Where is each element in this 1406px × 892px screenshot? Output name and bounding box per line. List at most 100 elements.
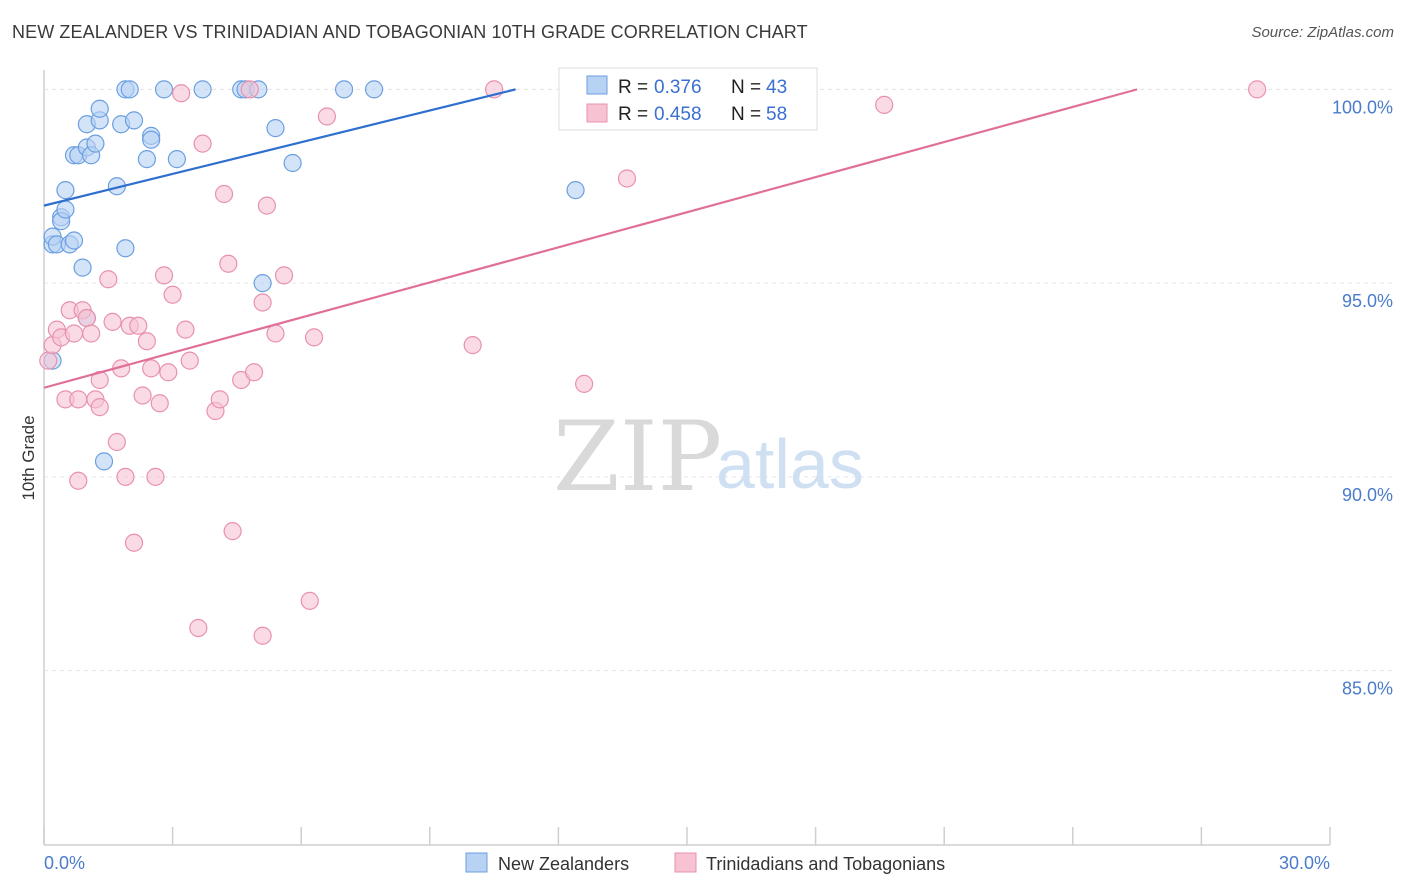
data-point: [163, 285, 182, 304]
data-point: [120, 80, 139, 99]
watermark-atlas: atlas: [716, 425, 864, 503]
data-point: [266, 119, 285, 138]
data-point: [193, 80, 212, 99]
data-point: [124, 111, 144, 130]
data-point: [219, 254, 238, 273]
source-credit: Source: ZipAtlas.com: [1251, 24, 1394, 41]
chart-title: NEW ZEALANDER VS TRINIDADIAN AND TOBAGON…: [12, 22, 808, 42]
legend: R = 0.376 N = 43 R = 0.458 N = 58: [558, 67, 818, 131]
legend-n-label-pink: N =: [731, 104, 761, 125]
data-point: [1248, 80, 1267, 99]
data-point: [300, 591, 319, 610]
data-point: [240, 80, 259, 99]
legend-n-value-blue: 43: [766, 77, 787, 98]
watermark-zip: ZIP: [553, 401, 722, 513]
data-point: [172, 84, 191, 103]
data-point: [39, 351, 58, 370]
data-point: [317, 107, 337, 126]
y-tick-label: 95.0%: [1342, 291, 1393, 311]
data-point: [129, 316, 148, 335]
legend-swatch-blue: [586, 75, 608, 95]
data-point: [189, 618, 208, 638]
legend-r-value-pink: 0.458: [654, 104, 702, 125]
data-point: [142, 130, 161, 149]
data-point: [77, 308, 96, 328]
data-point: [90, 398, 109, 417]
bottom-legend-swatch-pink: [674, 852, 697, 873]
data-point: [154, 266, 174, 285]
legend-r-value-blue: 0.376: [654, 77, 702, 98]
data-point: [304, 328, 324, 347]
watermark: ZIP atlas: [553, 401, 864, 513]
data-point: [137, 332, 156, 351]
data-point: [73, 258, 92, 277]
y-tick-label: 85.0%: [1342, 679, 1393, 699]
data-point: [253, 274, 272, 293]
data-point: [150, 394, 169, 413]
data-point: [99, 270, 118, 289]
data-point: [82, 324, 101, 343]
data-point: [875, 95, 894, 114]
data-point: [575, 374, 594, 393]
legend-n-value-pink: 58: [766, 104, 787, 125]
data-point: [167, 150, 186, 169]
y-tick-label: 100.0%: [1332, 97, 1393, 117]
data-point: [124, 533, 144, 552]
data-point: [137, 150, 156, 169]
legend-r-label-blue: R =: [618, 77, 648, 98]
data-point: [133, 386, 152, 405]
data-point: [463, 336, 482, 355]
data-point: [176, 320, 195, 339]
data-point: [223, 522, 242, 541]
bottom-legend-label-trinidadians: Trinidadians and Tobagonians: [706, 854, 945, 874]
y-tick-label: 90.0%: [1342, 485, 1393, 505]
data-point: [253, 293, 272, 312]
data-point: [180, 351, 199, 370]
legend-n-label-blue: N =: [731, 77, 761, 98]
data-point: [116, 467, 135, 486]
data-point: [103, 312, 122, 331]
data-point: [253, 626, 272, 645]
data-point: [90, 99, 109, 118]
data-point: [94, 452, 114, 471]
data-point: [146, 467, 165, 486]
data-point: [159, 363, 178, 382]
trend-line: [43, 88, 1138, 389]
data-point: [142, 359, 161, 378]
legend-swatch-pink: [586, 103, 608, 123]
data-point: [364, 80, 384, 99]
data-point: [283, 153, 302, 173]
data-point: [86, 134, 105, 153]
data-point: [69, 471, 88, 490]
data-point: [244, 363, 264, 382]
y-axis-tick-labels: 85.0% 90.0% 95.0% 100.0%: [1332, 97, 1393, 698]
series-trinidadians-points: [39, 80, 1267, 645]
data-point: [274, 266, 294, 285]
data-point: [210, 390, 229, 409]
data-point: [193, 134, 212, 153]
data-point: [266, 324, 285, 343]
data-point: [56, 200, 75, 219]
data-point: [257, 196, 277, 215]
legend-r-label-pink: R =: [618, 104, 648, 125]
trend-lines: [43, 88, 1138, 389]
x-tick-label-min: 0.0%: [44, 853, 85, 873]
bottom-legend: New Zealanders Trinidadians and Tobagoni…: [465, 852, 945, 874]
x-tick-label-max: 30.0%: [1279, 853, 1330, 873]
x-axis-ticks: [43, 827, 1331, 845]
data-point: [334, 80, 354, 99]
data-point: [154, 80, 174, 99]
bottom-legend-label-new-zealanders: New Zealanders: [498, 854, 629, 874]
bottom-legend-swatch-blue: [465, 852, 488, 873]
data-point: [64, 324, 84, 343]
trend-line: [43, 88, 516, 207]
data-point: [56, 181, 75, 200]
data-point: [566, 181, 585, 200]
data-point: [617, 169, 637, 188]
data-point: [64, 231, 84, 250]
data-point: [107, 432, 126, 452]
data-point: [214, 184, 234, 204]
data-point: [116, 239, 135, 258]
data-point: [69, 390, 88, 409]
